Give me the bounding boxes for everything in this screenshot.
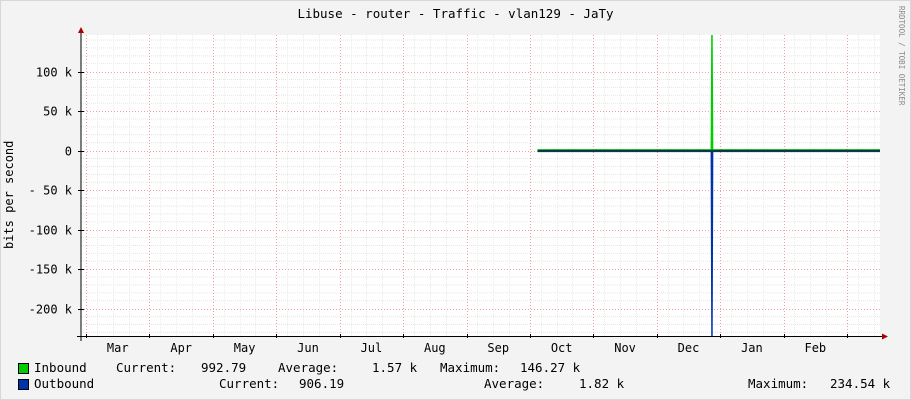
- outbound-swatch: [18, 379, 29, 390]
- x-tick-label: Aug: [424, 341, 446, 355]
- outbound-maximum-value: 234.54 k: [830, 376, 891, 391]
- x-axis-arrow: [882, 333, 888, 340]
- y-tick-label: - 50 k: [29, 184, 73, 198]
- outbound-current-value: 906.19: [299, 376, 345, 391]
- inbound-current-label: Current:: [116, 360, 177, 375]
- minor-grid: [81, 35, 880, 336]
- legend: Inbound Current: 992.79 Average: 1.57 k …: [0, 358, 911, 398]
- y-tick-label: -150 k: [29, 263, 73, 277]
- inbound-maximum-value: 146.27 k: [520, 360, 581, 375]
- plot-background: [81, 35, 880, 336]
- x-tick-label: Oct: [551, 341, 573, 355]
- x-tick-label: Jun: [297, 341, 319, 355]
- outbound-average-label: Average:: [484, 376, 545, 391]
- inbound-average-label: Average:: [278, 360, 339, 375]
- y-tick-label: -100 k: [29, 224, 73, 238]
- outbound-current-label: Current:: [219, 376, 280, 391]
- side-credit: RRDTOOL / TOBI OETIKER: [897, 6, 906, 106]
- inbound-average-value: 1.57 k: [372, 360, 418, 375]
- legend-row-outbound: Outbound Current: 906.19 Average: 1.82 k…: [0, 376, 911, 392]
- x-tick-label: May: [234, 341, 256, 355]
- y-axis-arrow: [78, 27, 84, 33]
- outbound-average-value: 1.82 k: [579, 376, 625, 391]
- inbound-current-value: 992.79: [201, 360, 247, 375]
- x-tick-label: Mar: [107, 341, 129, 355]
- chart-title: Libuse - router - Traffic - vlan129 - Ja…: [297, 6, 614, 21]
- y-tick-label: 0: [65, 145, 72, 159]
- x-tick-label: Jan: [741, 341, 763, 355]
- y-tick-label: 50 k: [43, 105, 73, 119]
- legend-row-inbound: Inbound Current: 992.79 Average: 1.57 k …: [0, 360, 911, 376]
- major-grid: [81, 35, 880, 336]
- inbound-name: Inbound: [34, 360, 87, 375]
- x-tick-label: Dec: [678, 341, 700, 355]
- inbound-maximum-label: Maximum:: [440, 360, 501, 375]
- outbound-name: Outbound: [34, 376, 95, 391]
- x-tick-label: Jul: [361, 341, 383, 355]
- plot-area: 100 k 50 k 0 - 50 k -100 k -150 k -200 k Mar Apr…: [29, 27, 888, 356]
- y-tick-label: -200 k: [29, 303, 73, 317]
- y-tick-label: 100 k: [36, 66, 73, 80]
- outbound-maximum-label: Maximum:: [748, 376, 809, 391]
- tick-labels: 100 k 50 k 0 - 50 k -100 k -150 k -200 k Mar Apr…: [29, 66, 827, 356]
- x-tick-label: Sep: [487, 341, 509, 355]
- x-tick-label: Feb: [804, 341, 826, 355]
- x-tick-label: Apr: [170, 341, 192, 355]
- inbound-swatch: [18, 363, 29, 374]
- axes-layer: [77, 27, 888, 341]
- x-tick-label: Nov: [614, 341, 636, 355]
